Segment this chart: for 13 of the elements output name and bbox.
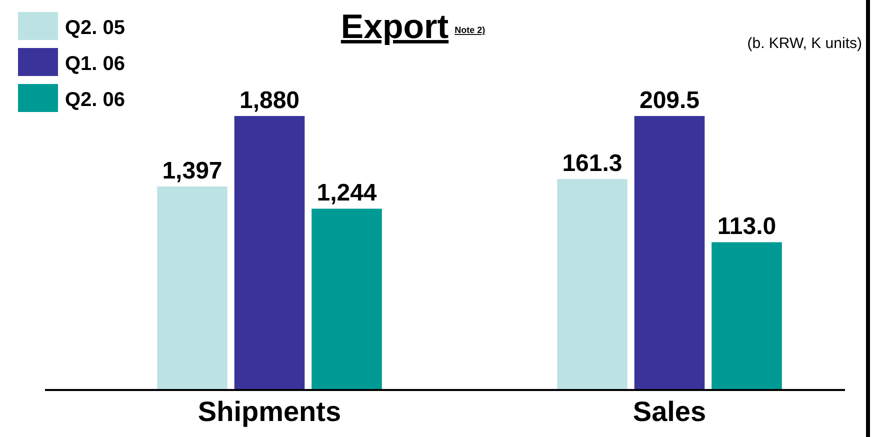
legend-label: Q2. 05 xyxy=(65,17,126,39)
data-label: 161.3 xyxy=(562,150,622,178)
legend-label: Q1. 06 xyxy=(65,53,126,75)
chart-title: Export$^{Note 2)}$ xyxy=(340,8,486,46)
data-label: 209.5 xyxy=(639,87,700,114)
x-tick-label: Sales xyxy=(632,396,706,427)
data-label: 1,244 xyxy=(316,180,378,207)
data-label: 1,397 xyxy=(162,157,222,184)
legend-label: Q2. 06 xyxy=(65,89,126,111)
x-tick-label: Shipments xyxy=(198,396,342,427)
text: (b. KRW, K units) xyxy=(747,35,862,52)
data-label: 113.0 xyxy=(717,213,776,240)
data-label: 1,880 xyxy=(239,87,300,114)
